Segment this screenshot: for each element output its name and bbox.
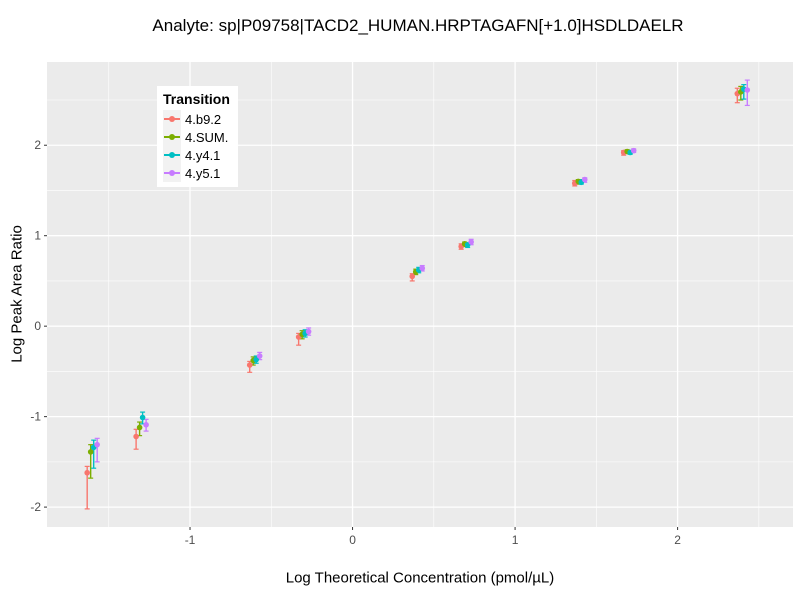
x-tick-label: 1: [512, 533, 519, 547]
chart-title: Analyte: sp|P09758|TACD2_HUMAN.HRPTAGAFN…: [152, 16, 684, 35]
legend-item-label: 4.y5.1: [185, 165, 221, 181]
y-tick-label: 0: [34, 319, 41, 333]
data-point: [133, 433, 139, 440]
legend-key-icon: [163, 146, 181, 164]
data-point: [136, 424, 143, 431]
data-point: [87, 449, 94, 455]
legend-key-icon: [163, 164, 181, 182]
data-point: [84, 469, 90, 476]
x-tick-label: -1: [185, 533, 196, 547]
data-point: [744, 87, 751, 93]
data-point: [468, 239, 474, 245]
legend-item: 4.SUM.: [163, 128, 230, 146]
y-tick-label: 1: [34, 229, 41, 243]
y-tick-label: -1: [30, 410, 41, 424]
legend: Transition 4.b9.2 4.SUM. 4.y4.1 4.y5.1: [157, 86, 238, 187]
legend-item: 4.y5.1: [163, 164, 230, 182]
legend-key-icon: [163, 110, 181, 128]
data-point: [253, 356, 260, 363]
data-point: [419, 265, 426, 272]
data-point: [630, 147, 637, 154]
legend-item: 4.y4.1: [163, 146, 230, 164]
data-point: [581, 176, 588, 183]
legend-item: 4.b9.2: [163, 110, 230, 128]
data-point: [139, 414, 146, 421]
legend-title: Transition: [163, 91, 230, 107]
data-point: [94, 441, 100, 448]
legend-item-label: 4.SUM.: [185, 129, 229, 145]
data-point: [143, 421, 149, 428]
legend-item-label: 4.y4.1: [185, 147, 221, 163]
legend-item-label: 4.b9.2: [185, 111, 222, 127]
y-tick-label: -2: [30, 500, 41, 514]
data-point: [409, 273, 416, 280]
legend-key-icon: [163, 128, 181, 146]
data-point: [256, 353, 263, 359]
data-point: [246, 362, 253, 368]
y-tick-label: 2: [34, 138, 41, 152]
x-axis-title: Log Theoretical Concentration (pmol/µL): [285, 569, 555, 587]
data-point: [305, 328, 312, 335]
x-tick-label: 2: [674, 533, 681, 547]
x-tick-label: 0: [349, 533, 356, 547]
legend-items: 4.b9.2 4.SUM. 4.y4.1 4.y5.1: [163, 110, 230, 182]
